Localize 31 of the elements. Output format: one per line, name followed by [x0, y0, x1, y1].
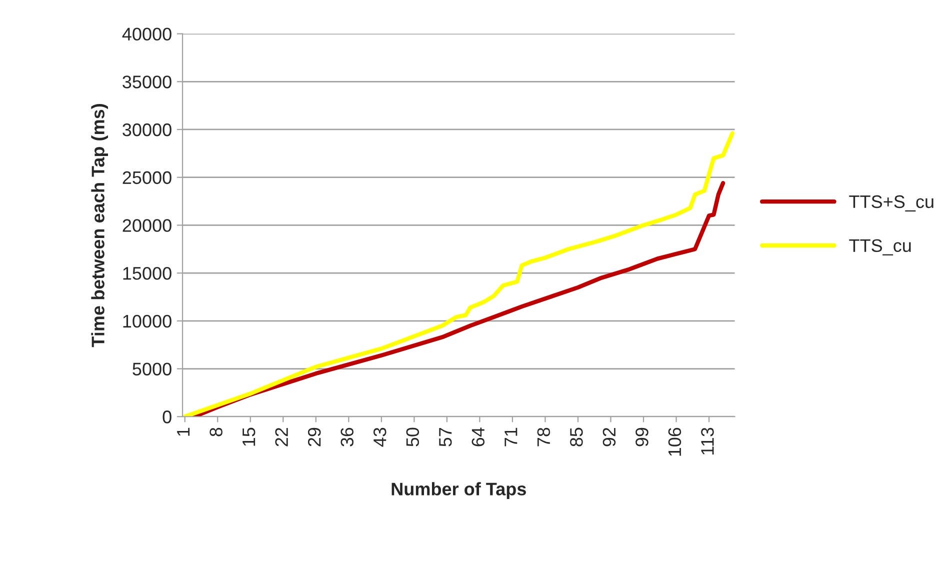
x-tick-label: 8 [210, 428, 222, 436]
x-tick-label: 50 [406, 428, 420, 446]
x-tick-label: 15 [242, 428, 256, 446]
x-tick-label: 1 [177, 428, 190, 436]
y-tick-label: 10000 [123, 314, 172, 328]
x-tick-label: 22 [275, 428, 288, 446]
x-tick-label: 106 [668, 428, 682, 456]
y-tick-label: 25000 [122, 171, 172, 184]
y-tick-label: 20000 [122, 219, 172, 232]
x-tick-label: 36 [340, 428, 354, 446]
y-tick-label: 0 [162, 410, 172, 424]
x-tick-label: 57 [439, 428, 452, 446]
y-tick-label: 30000 [122, 123, 172, 136]
y-tick-label: 35000 [122, 76, 172, 88]
line-series [192, 181, 726, 417]
x-tick-label: 78 [537, 428, 550, 446]
x-tick-label: 85 [570, 428, 583, 446]
x-tick-label: 64 [472, 428, 485, 446]
y-tick-label: 5000 [132, 362, 172, 376]
x-tick-label: 43 [373, 428, 386, 447]
x-tick-label: 29 [308, 428, 321, 446]
x-tick-label: 71 [504, 428, 518, 446]
x-axis-title: Number of Taps [392, 482, 526, 499]
legend-label: TTS+S_cu [849, 195, 934, 212]
y-tick-label: 40000 [122, 28, 172, 40]
x-tick-label: 113 [701, 428, 714, 454]
y-axis-title: Time between each Tap (ms) [91, 104, 108, 348]
x-tick-label: 92 [602, 428, 616, 446]
y-tick-label: 15000 [123, 266, 172, 280]
legend-label: TTS_cu [849, 239, 911, 256]
x-tick-label: 99 [636, 428, 648, 446]
